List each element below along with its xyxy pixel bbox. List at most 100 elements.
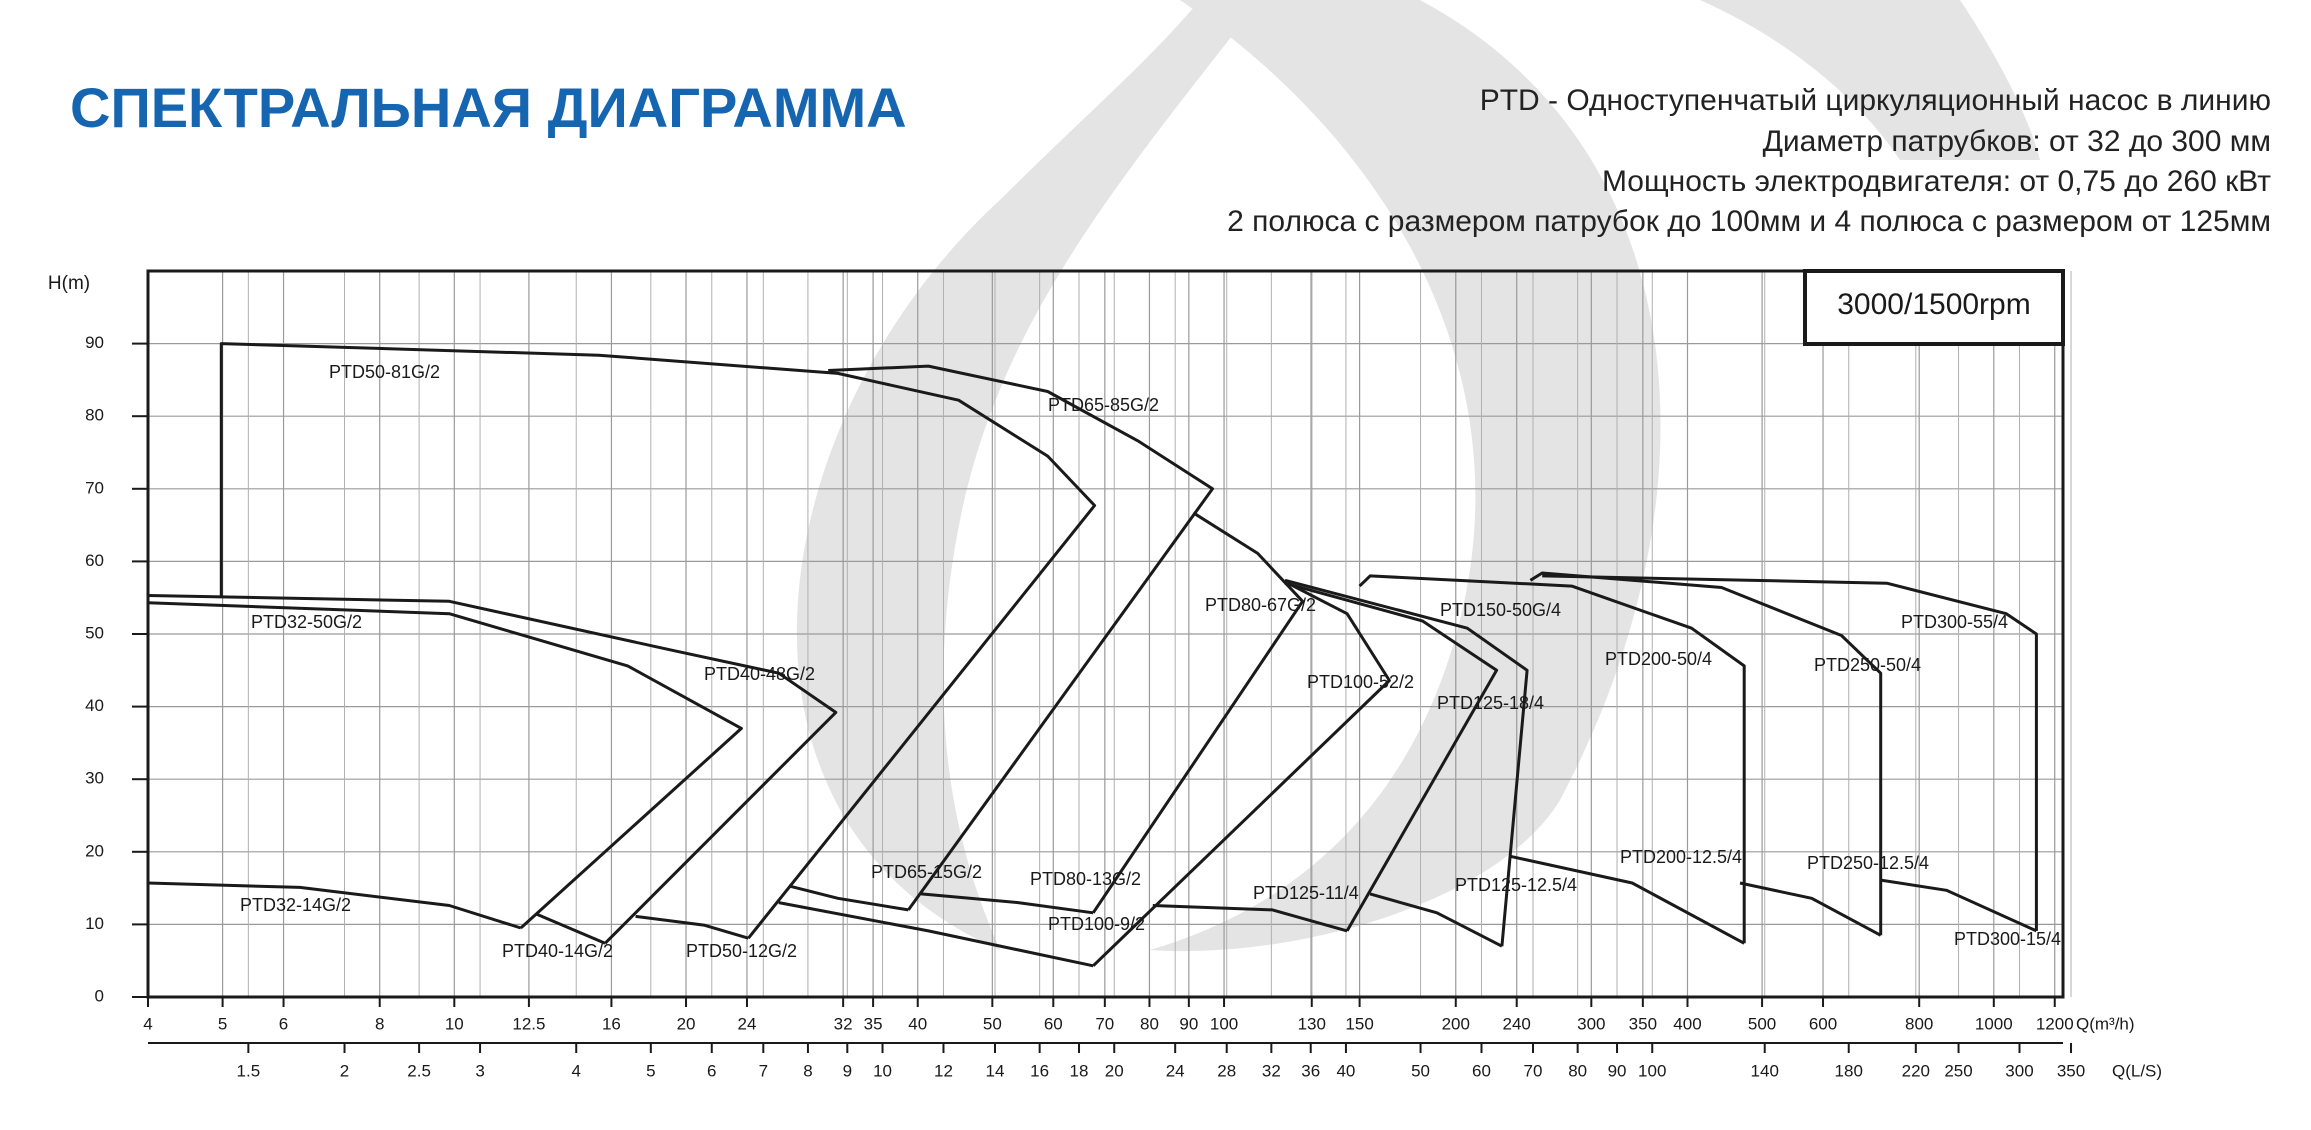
x2-tick-label: 300 [2005, 1061, 2033, 1080]
rpm-label: 3000/1500rpm [1837, 288, 2030, 321]
x-tick-label: 500 [1748, 1014, 1776, 1033]
series-label: PTD300-55/4 [1901, 612, 2008, 632]
subtitle: 2 полюса с размером патрубок до 100мм и … [1227, 205, 2271, 238]
pump-curve [1369, 892, 1503, 948]
y-tick-label: 30 [85, 769, 104, 788]
x-tick-label: 35 [864, 1014, 883, 1033]
pump-curve [1284, 581, 1499, 932]
series-label: PTD250-12.5/4 [1807, 853, 1929, 873]
y-tick-label: 80 [85, 406, 104, 425]
x2-tick-label: 250 [1944, 1061, 1972, 1080]
x2-tick-label: 14 [986, 1061, 1005, 1080]
x2-tick-label: 40 [1336, 1061, 1355, 1080]
x2-tick-label: 180 [1835, 1061, 1863, 1080]
x-tick-label: 350 [1629, 1014, 1657, 1033]
series-label: PTD32-14G/2 [240, 895, 351, 915]
series-label: PTD65-85G/2 [1048, 395, 1159, 415]
x-tick-label: 100 [1210, 1014, 1238, 1033]
x2-tick-label: 20 [1105, 1061, 1124, 1080]
x2-tick-label: 90 [1608, 1061, 1627, 1080]
pump-curve [788, 884, 909, 912]
x-tick-label: 12.5 [512, 1014, 545, 1033]
y-tick-label: 60 [85, 551, 104, 570]
x2-tick-label: 7 [759, 1061, 768, 1080]
pump-curve [1739, 881, 1882, 937]
x-tick-label: 90 [1179, 1014, 1198, 1033]
x-tick-label: 5 [218, 1014, 227, 1033]
x2-tick-label: 10 [873, 1061, 892, 1080]
series-label: PTD80-67G/2 [1205, 595, 1316, 615]
series-label: PTD65-15G/2 [871, 862, 982, 882]
x2-tick-label: 50 [1411, 1061, 1430, 1080]
watermark-shape [796, 0, 1260, 950]
pump-curve [920, 892, 1094, 915]
x-axis-label: Q(m³/h) [2076, 1014, 2135, 1033]
x-tick-label: 50 [983, 1014, 1002, 1033]
pump-curve [828, 364, 1214, 911]
y-tick-label: 90 [85, 333, 104, 352]
pump-curve [147, 881, 522, 930]
x-tick-label: 240 [1503, 1014, 1531, 1033]
x2-tick-label: 70 [1524, 1061, 1543, 1080]
pump-curve [147, 594, 838, 945]
series-label: PTD100-52/2 [1307, 672, 1414, 692]
pump-curve [1542, 574, 2038, 931]
x-tick-label: 1000 [1975, 1014, 2013, 1033]
x2-tick-label: 36 [1301, 1061, 1320, 1080]
x-tick-label: 20 [677, 1014, 696, 1033]
x-tick-label: 800 [1905, 1014, 1933, 1033]
series-label: PTD40-14G/2 [502, 941, 613, 961]
pump-curve [778, 901, 1094, 968]
pump-curve [1358, 574, 1746, 944]
y-axis-label: H(m) [48, 273, 90, 294]
x-tick-label: 400 [1673, 1014, 1701, 1033]
x-tick-label: 1200 [2036, 1014, 2074, 1033]
x2-tick-label: 28 [1217, 1061, 1236, 1080]
y-tick-label: 10 [85, 914, 104, 933]
series-label: PTD50-12G/2 [686, 941, 797, 961]
x-tick-label: 4 [143, 1014, 152, 1033]
pump-curve [1092, 581, 1391, 967]
y-tick-label: 50 [85, 623, 104, 642]
pump-curve [1091, 511, 1305, 914]
x2-tick-label: 5 [646, 1061, 655, 1080]
x2-tick-label: 12 [934, 1061, 953, 1080]
series-label: PTD300-15/4 [1954, 929, 2061, 949]
series-label: PTD50-81G/2 [329, 362, 440, 382]
x2-tick-label: 32 [1262, 1061, 1281, 1080]
pump-curve [1284, 578, 1529, 947]
x2-tick-label: 350 [2057, 1061, 2085, 1080]
x2-axis-label: Q(L/S) [2112, 1061, 2162, 1080]
x-tick-label: 10 [445, 1014, 464, 1033]
y-tick-label: 70 [85, 478, 104, 497]
pump-curve [1880, 878, 2038, 933]
series-label: PTD125-11/4 [1253, 883, 1359, 903]
pump-curve [147, 601, 743, 930]
pump-curve [219, 342, 1097, 940]
series-label: PTD32-50G/2 [251, 612, 362, 632]
x-tick-label: 24 [738, 1014, 757, 1033]
watermark-shape [1700, 0, 2040, 160]
x2-tick-label: 4 [571, 1061, 580, 1080]
chart-title: СПЕКТРАЛЬНАЯ ДИАГРАММА [70, 76, 907, 139]
x-tick-label: 40 [908, 1014, 927, 1033]
x2-tick-label: 220 [1902, 1061, 1930, 1080]
subtitle: Диаметр патрубков: от 32 до 300 мм [1763, 125, 2271, 158]
series-label: PTD40-48G/2 [704, 664, 815, 684]
x2-tick-label: 1.5 [237, 1061, 261, 1080]
pump-curve [1529, 571, 1883, 936]
x2-tick-label: 2.5 [407, 1061, 431, 1080]
x-tick-label: 80 [1140, 1014, 1159, 1033]
x-tick-label: 600 [1809, 1014, 1837, 1033]
series-label: PTD125-18/4 [1437, 693, 1544, 713]
x-tick-label: 32 [834, 1014, 853, 1033]
x-tick-label: 70 [1095, 1014, 1114, 1033]
subtitle: PTD - Одноступенчатый циркуляционный нас… [1480, 84, 2271, 117]
x2-tick-label: 8 [803, 1061, 812, 1080]
x2-tick-label: 6 [707, 1061, 716, 1080]
series-label: PTD125-12.5/4 [1455, 875, 1577, 895]
x2-tick-label: 3 [475, 1061, 484, 1080]
